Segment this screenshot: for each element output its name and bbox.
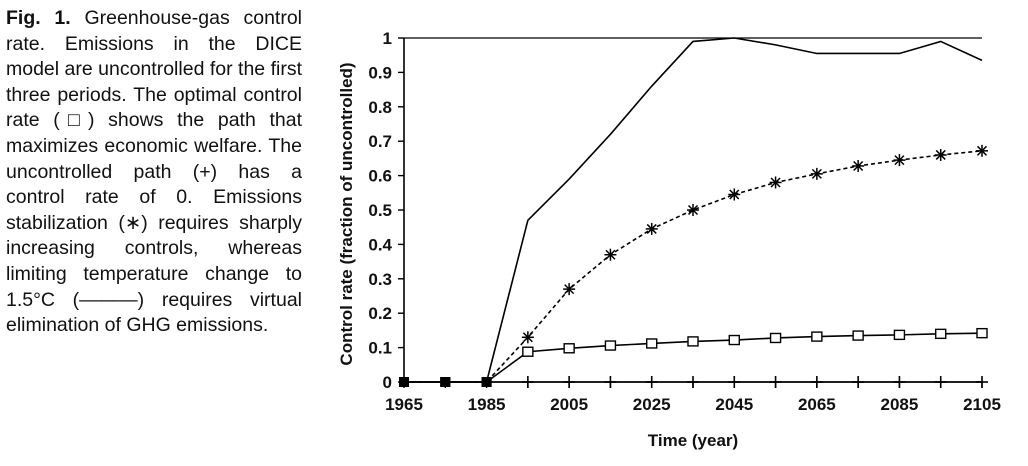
data-point-stabilization (728, 188, 741, 201)
data-point-stabilization (934, 148, 947, 161)
asterisk-marker-d2 (853, 160, 864, 171)
data-point-optimal (935, 328, 947, 340)
data-point-stabilization (604, 248, 617, 261)
data-point-optimal (604, 340, 617, 351)
asterisk-marker-d2 (935, 149, 946, 160)
asterisk-marker-d2 (729, 189, 740, 200)
data-point-optimal (893, 329, 906, 341)
x-tick-label: 2025 (633, 395, 671, 414)
asterisk-marker-d2 (976, 145, 988, 156)
data-point-optimal (728, 334, 740, 346)
data-point-optimal (852, 330, 864, 341)
data-point-uncontrolled (521, 376, 534, 388)
asterisk-marker-d2 (894, 155, 905, 166)
data-point-optimal (687, 336, 699, 347)
marker-layer (399, 144, 988, 388)
asterisk-marker-d2 (811, 168, 822, 179)
data-point-uncontrolled (481, 377, 492, 387)
data-point-uncontrolled (810, 376, 823, 388)
data-point-stabilization (521, 331, 534, 344)
data-point-optimal (769, 332, 782, 344)
data-point-optimal (522, 346, 534, 357)
x-tick-label: 1965 (385, 395, 423, 414)
data-point-uncontrolled (976, 376, 988, 388)
data-point-stabilization (976, 144, 988, 157)
x-tick-label: 2045 (715, 395, 753, 414)
control-rate-chart: 0 0.1 0.2 0.3 0.4 0.5 0.6 0.7 0.8 0.9 1 1965 1985 200… (337, 29, 1001, 450)
data-point-stabilization (893, 154, 906, 167)
figure-label: Fig. 1. (6, 7, 71, 29)
data-point-stabilization (645, 222, 658, 235)
data-point-uncontrolled (645, 376, 658, 388)
data-point-uncontrolled (893, 376, 906, 388)
asterisk-marker-d2 (605, 249, 616, 260)
data-point-stabilization (810, 167, 823, 180)
y-tick-label: 0.3 (368, 270, 392, 289)
y-tick-label: 0 (383, 373, 392, 392)
data-point-uncontrolled (687, 376, 699, 388)
series-line-temperature (404, 37, 983, 383)
tick-labels: 0 0.1 0.2 0.3 0.4 0.5 0.6 0.7 0.8 0.9 1 1965 1985 200… (368, 29, 1001, 414)
y-tick-label: 0.9 (368, 63, 392, 82)
x-tick-label: 2085 (881, 395, 919, 414)
data-point-stabilization (769, 176, 782, 189)
data-point-stabilization (852, 159, 865, 172)
y-tick-label: 0.8 (368, 98, 392, 117)
data-point-optimal (563, 343, 575, 354)
data-point-uncontrolled (604, 376, 617, 388)
y-tick-label: 0.5 (368, 201, 392, 220)
data-point-uncontrolled (440, 377, 451, 387)
y-axis-title: Control rate (fraction of uncontrolled) (337, 62, 356, 365)
asterisk-marker-d2 (646, 223, 657, 234)
x-tick-label: 1985 (468, 395, 506, 414)
asterisk-marker-d2 (770, 177, 781, 188)
data-point-uncontrolled (852, 376, 865, 388)
data-point-uncontrolled (399, 377, 409, 387)
data-point-uncontrolled (563, 376, 576, 388)
caption-text: Greenhouse-gas control rate. Emissions i… (6, 7, 302, 337)
data-point-optimal (646, 338, 658, 349)
y-tick-label: 0.1 (368, 339, 392, 358)
x-tick-label: 2065 (798, 395, 836, 414)
y-tick-label: 0.7 (368, 132, 392, 151)
data-point-stabilization (687, 204, 699, 216)
asterisk-marker-d2 (522, 332, 533, 343)
asterisk-marker-d2 (564, 284, 575, 295)
y-tick-label: 1 (383, 29, 392, 48)
x-tick-label: 2105 (963, 395, 1001, 414)
x-axis-title: Time (year) (648, 431, 738, 450)
x-tick-label: 2005 (550, 395, 588, 414)
data-point-stabilization (563, 283, 576, 296)
data-point-optimal (976, 327, 988, 339)
y-tick-label: 0.2 (368, 304, 392, 323)
asterisk-marker-d2 (687, 204, 699, 216)
figure-caption: Fig. 1. Greenhouse-gas control rate. Emi… (6, 6, 302, 339)
data-point-optimal (811, 331, 823, 342)
data-point-uncontrolled (934, 376, 947, 388)
series-line-stabilization (404, 150, 983, 383)
data-point-uncontrolled (728, 376, 741, 388)
y-tick-label: 0.6 (368, 167, 392, 186)
y-tick-label: 0.4 (368, 235, 392, 254)
data-point-uncontrolled (769, 376, 782, 388)
